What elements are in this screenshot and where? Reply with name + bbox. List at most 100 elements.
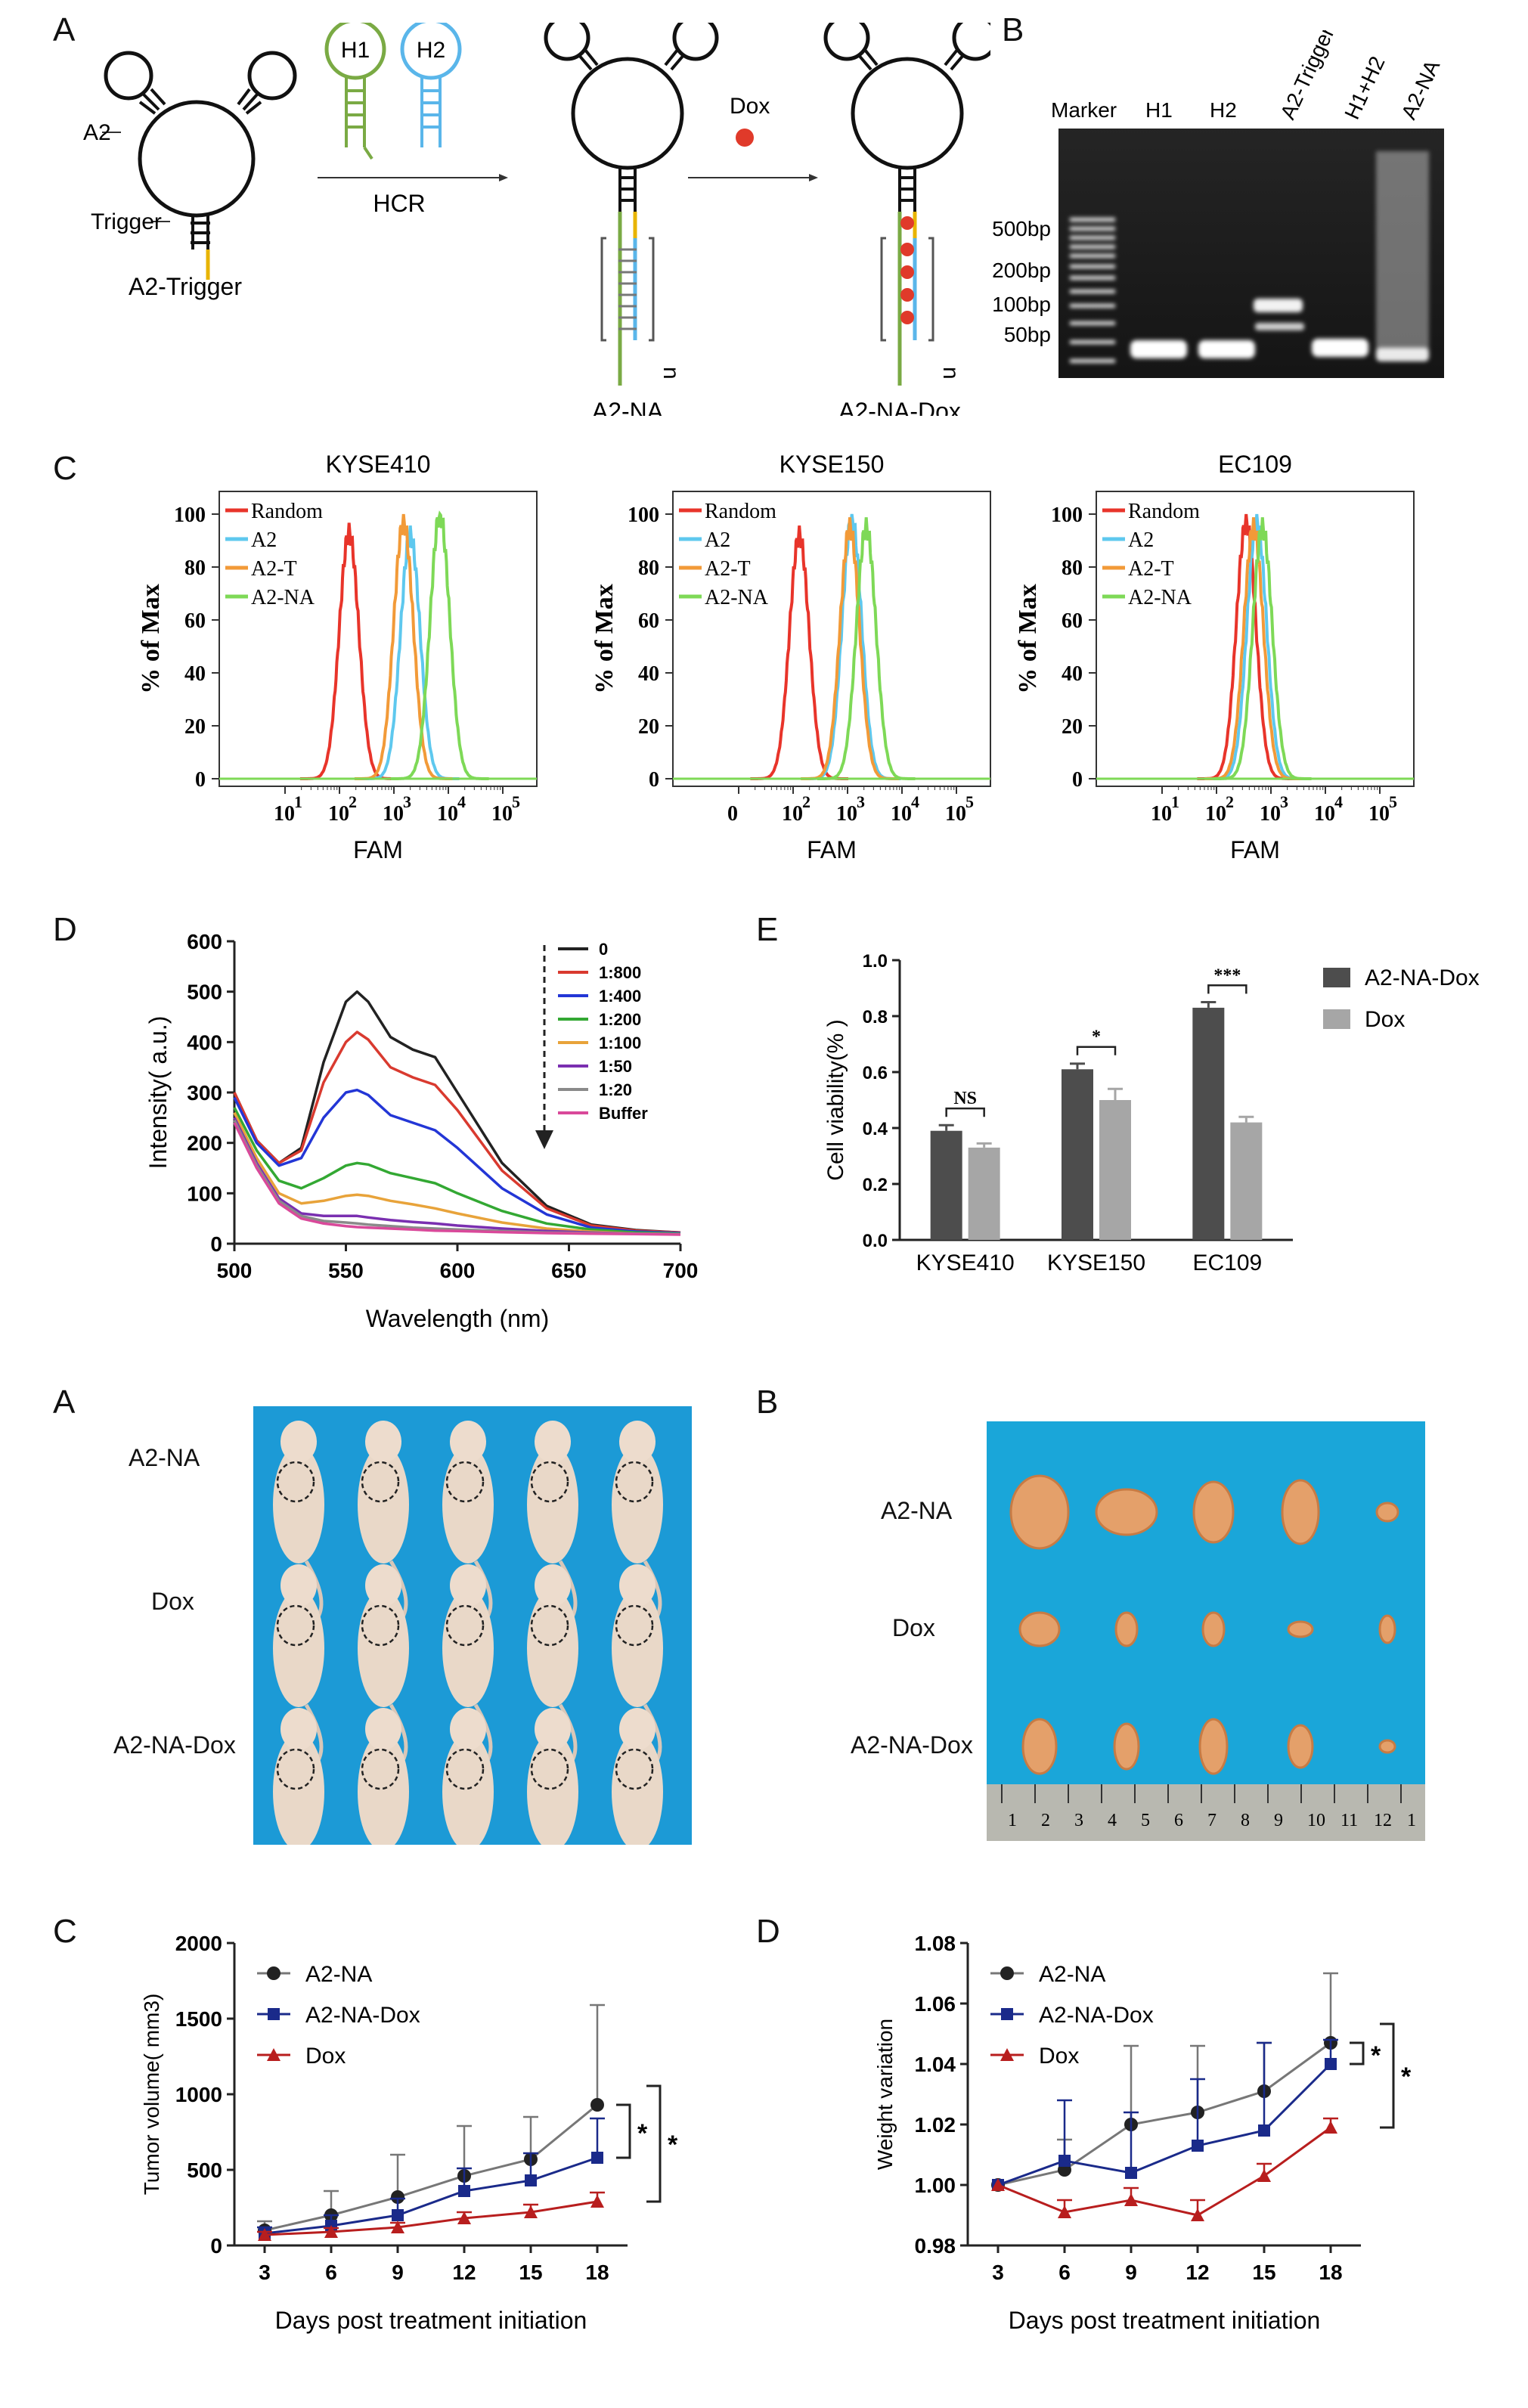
tumor-outline [276, 1604, 315, 1647]
x-tick-label: 10 [1260, 802, 1281, 826]
label-h2: H2 [417, 38, 445, 63]
y-tick-label: 60 [638, 609, 659, 633]
x-tick-label: 10 [383, 802, 404, 826]
tumor-specimen [1113, 1722, 1140, 1771]
legend-swatch [1323, 1009, 1350, 1029]
legend-marker [1000, 1966, 1014, 1980]
mouse [527, 1708, 578, 1845]
y-tick-label: 400 [187, 1030, 222, 1054]
flow-plot-frame [1096, 491, 1415, 787]
legend-arrowhead [535, 1130, 553, 1149]
flow-plot-frame [672, 491, 991, 787]
y-tick-label: 80 [184, 556, 206, 580]
panel-letter-2b: B [756, 1384, 779, 1421]
series-line [264, 2156, 598, 2235]
h2-hairpin [400, 23, 462, 147]
mouse [442, 1708, 494, 1845]
label-dox: Dox [730, 94, 770, 119]
significance-label: * [1401, 2062, 1412, 2091]
bar-dox [1230, 1122, 1263, 1240]
y-tick-label: 0 [1072, 768, 1083, 792]
gel-size-label: 200bp [992, 259, 1051, 282]
tumor-specimen [1198, 1718, 1229, 1775]
y-tick-label: 1.0 [863, 951, 888, 972]
legend-label: Dox [305, 2044, 346, 2069]
tumor-specimen [1201, 1611, 1226, 1647]
y-tick-label: 200 [187, 1132, 222, 1155]
significance-label: * [668, 2131, 678, 2159]
spectrum-1 [233, 1030, 681, 1235]
x-tick-label: 18 [1319, 2261, 1342, 2284]
x-tick-label: 15 [1252, 2261, 1275, 2284]
tumor-outline [361, 1461, 400, 1503]
y-tick-label: 0 [195, 768, 206, 792]
mice-row-label-dox: Dox [151, 1588, 194, 1615]
dox-dot [736, 129, 754, 147]
tumor-outline [445, 1604, 485, 1647]
y-tick-label: 500 [187, 981, 222, 1004]
x-tick-exponent: 1 [294, 792, 302, 811]
mouse [273, 1708, 324, 1845]
legend-marker [267, 2048, 280, 2061]
mice-row-label-a2-na: A2-NA [129, 1444, 200, 1471]
tumor-outline [361, 1748, 400, 1790]
legend-label: A2-T [1128, 557, 1174, 581]
spectrum-4 [233, 1111, 681, 1236]
significance-bracket [646, 2084, 662, 2203]
series-line [997, 2126, 1331, 2217]
ruler-label: 11 [1340, 1811, 1358, 1830]
legend-swatch [1323, 968, 1350, 987]
tumor-photograph: 1 2 3 4 5 6 7 8 9 10 11 12 1 [987, 1421, 1425, 1841]
legend-marker [1000, 2048, 1014, 2061]
y-tick-label: 60 [1062, 609, 1083, 633]
x-tick-exponent: 3 [857, 792, 865, 811]
y-tick-label: 100 [628, 504, 659, 527]
data-point [1058, 2205, 1071, 2218]
x-tick-label: 10 [891, 802, 912, 826]
ruler-label: 12 [1374, 1811, 1392, 1830]
gel-image: Marker H1 H2 A2-Trigger H1+H2 A2-NA 500bp 200b… [992, 30, 1444, 378]
legend-label: Random [1128, 500, 1200, 523]
mouse [527, 1564, 578, 1763]
ruler-label: 7 [1207, 1811, 1217, 1830]
x-tick-label: 10 [1151, 802, 1172, 826]
x-tick-exponent: 5 [965, 792, 974, 811]
gel-lane-label: A2-NA [1396, 56, 1444, 122]
ruler-label: 1 [1407, 1811, 1416, 1830]
x-tick-exponent: 5 [512, 792, 520, 811]
data-point [458, 2185, 470, 2197]
data-point [391, 2221, 404, 2233]
panel-letter-1b: B [1002, 11, 1024, 48]
flow-plot-frame [219, 491, 538, 787]
legend-label: Random [251, 500, 323, 523]
fluorescence-spectra-chart: 0 100 200 300 400 500 600 500 550 600 650 700 Wavele… [144, 930, 698, 1332]
y-tick-label: 1.06 [915, 1992, 956, 2016]
x-tick-label: 10 [1314, 802, 1335, 826]
x-tick-exponent: 2 [1226, 792, 1234, 811]
legend-label: A2-NA-Dox [1039, 2003, 1154, 2028]
flow-y-label: % of Max [137, 584, 165, 693]
legend-label: A2-T [251, 557, 297, 581]
tumor-specimen [1375, 1502, 1399, 1523]
tumor-outline [615, 1748, 654, 1790]
panel-letter-1c: C [53, 450, 77, 487]
ruler-label: 5 [1141, 1811, 1150, 1830]
y-tick-label: 0.8 [863, 1007, 888, 1027]
spectrum-7 [233, 1122, 681, 1236]
ruler-label: 4 [1108, 1811, 1117, 1830]
data-point [1257, 2169, 1271, 2182]
category-label: KYSE410 [916, 1250, 1015, 1275]
y-tick-label: 0.4 [863, 1119, 888, 1139]
gel-lane-label: Marker [1051, 98, 1117, 122]
y-axis-label: Weight variation [873, 2019, 897, 2170]
tumor-row-label-dox: Dox [892, 1614, 935, 1641]
bar-a2-na-dox [1062, 1069, 1093, 1240]
schematic-diagram: A2 Trigger A2-Trigger H1 H2 HCR [83, 23, 990, 416]
x-tick-label: 18 [585, 2261, 609, 2284]
x-tick-label: 600 [440, 1259, 476, 1282]
legend-label: 1:200 [599, 1010, 641, 1029]
data-point [1324, 2121, 1337, 2134]
tumor-outline [445, 1461, 485, 1503]
